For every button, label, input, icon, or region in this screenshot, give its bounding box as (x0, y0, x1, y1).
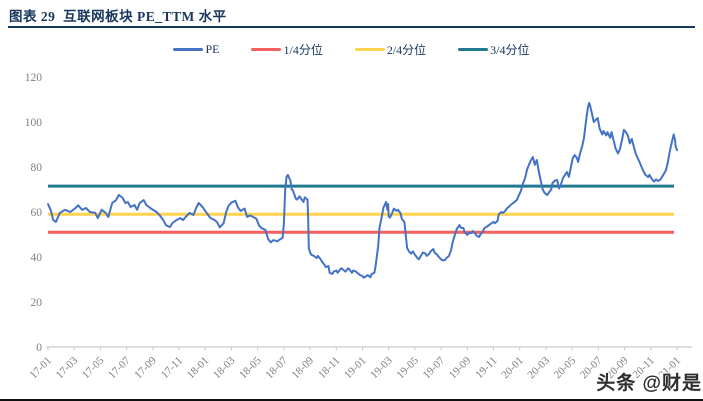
pe-line-swatch (173, 47, 204, 52)
x-tick-label: 20-05 (552, 354, 579, 381)
x-tick-label: 17-03 (54, 354, 81, 381)
x-tick-label: 17-01 (27, 355, 54, 382)
x-tick-label: 18-01 (185, 355, 212, 382)
q1-line-swatch (251, 47, 282, 52)
legend-item-pe: PE (173, 42, 219, 57)
legend-item-q2: 2/4分位 (354, 41, 427, 58)
page-title: 图表 29 互联网板块 PE_TTM 水平 (9, 9, 227, 24)
x-tick-label: 19-09 (447, 354, 474, 381)
x-tick-label: 20-03 (525, 354, 552, 381)
legend-item-q1: 1/4分位 (251, 41, 323, 58)
y-tick-label: 100 (25, 117, 43, 129)
x-tick-label: 17-11 (159, 355, 185, 381)
x-tick-label: 18-07 (263, 354, 290, 381)
x-tick-label: 19-11 (473, 355, 499, 381)
x-tick-label: 19-03 (368, 354, 395, 381)
legend-label-q1: 1/4分位 (283, 43, 323, 57)
pe-ttm-line-chart: 17-01 17-03 17-05 17-07 17-09 17-11 18-01 18-03… (25, 72, 692, 382)
x-tick-label: 19-07 (421, 354, 448, 381)
y-tick-label: 80 (31, 162, 43, 174)
y-tick-label: 0 (36, 342, 42, 354)
watermark: 头条 @财是 (596, 373, 702, 394)
pe-line-series (47, 101, 678, 279)
legend-label-q3: 3/4分位 (490, 43, 530, 57)
x-tick-label: 19-05 (394, 354, 421, 381)
x-tick-label: 19-01 (342, 355, 369, 382)
legend-label-q2: 2/4分位 (386, 43, 427, 57)
x-tick-label: 18-11 (316, 355, 342, 381)
legend-label-pe: PE (205, 42, 220, 56)
y-tick-label: 20 (31, 297, 43, 309)
x-tick-label: 18-09 (290, 354, 317, 381)
x-tick-label: 17-05 (80, 354, 107, 381)
y-tick-label: 120 (25, 72, 43, 84)
x-tick-label: 18-03 (211, 354, 238, 381)
title-underline (8, 26, 695, 28)
y-tick-label: 40 (31, 252, 43, 264)
legend-item-q3: 3/4分位 (458, 41, 530, 58)
q3-line-swatch (458, 47, 489, 52)
x-tick-label: 17-07 (106, 354, 133, 381)
y-tick-label: 60 (31, 207, 43, 219)
x-tick-label: 17-09 (132, 354, 159, 381)
x-tick-label: 20-01 (499, 355, 526, 382)
chart-legend: PE 1/4分位 2/4分位 3/4分位 (0, 41, 703, 58)
q2-line-swatch (354, 47, 385, 52)
x-tick-label: 18-05 (237, 354, 264, 381)
